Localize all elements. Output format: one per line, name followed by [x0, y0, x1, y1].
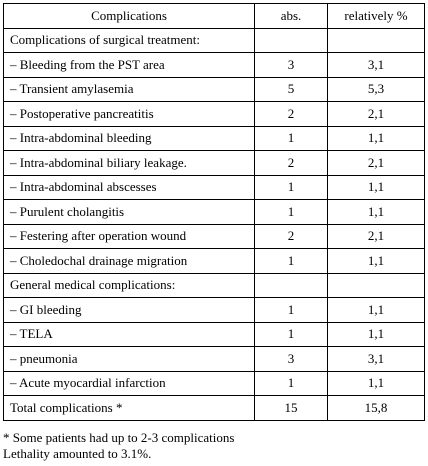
value-cell: 1 [254, 125, 328, 151]
value-cell: 1,1 [327, 297, 425, 323]
value-cell: 3,1 [327, 52, 425, 78]
value-cell: 1 [254, 297, 328, 323]
table-row: – TELA 1 1,1 [3, 321, 425, 347]
label-cell: – Acute myocardial infarction [3, 370, 255, 396]
table-row: – Purulent cholangitis 1 1,1 [3, 199, 425, 225]
label-cell: Complications of surgical treatment: [3, 27, 255, 53]
table-row: – pneumonia 3 3,1 [3, 346, 425, 372]
value-cell [327, 272, 425, 298]
value-cell: 2,1 [327, 223, 425, 249]
label-cell: – Purulent cholangitis [3, 199, 255, 225]
value-cell: 1,1 [327, 370, 425, 396]
complications-table: Complications abs. relatively % Complicatio… [3, 3, 425, 421]
value-cell: 3,1 [327, 346, 425, 372]
label-cell: – Postoperative pancreatitis [3, 101, 255, 127]
value-cell: 1 [254, 248, 328, 274]
value-cell: 2,1 [327, 101, 425, 127]
value-cell: 3 [254, 52, 328, 78]
value-cell: relatively % [327, 3, 425, 29]
table-row: – Intra-abdominal bleeding 1 1,1 [3, 125, 425, 151]
value-cell: 1,1 [327, 174, 425, 200]
table-row: – Intra-abdominal abscesses 1 1,1 [3, 174, 425, 200]
value-cell: 1,1 [327, 125, 425, 151]
value-cell: 15,8 [327, 395, 425, 421]
label-cell: – TELA [3, 321, 255, 347]
value-cell: 5,3 [327, 76, 425, 102]
value-cell: 1 [254, 174, 328, 200]
table-row: – Postoperative pancreatitis 2 2,1 [3, 101, 425, 127]
value-cell: 5 [254, 76, 328, 102]
table-row: Complications of surgical treatment: [3, 27, 425, 53]
table-row: General medical complications: [3, 272, 425, 298]
header-row: Complications abs. relatively % [3, 3, 425, 29]
label-cell: Complications [3, 3, 255, 29]
label-cell: – Transient amylasemia [3, 76, 255, 102]
value-cell: 2 [254, 223, 328, 249]
label-cell: – Choledochal drainage migration [3, 248, 255, 274]
label-cell: Total complications * [3, 395, 255, 421]
table-row: – GI bleeding 1 1,1 [3, 297, 425, 323]
value-cell: abs. [254, 3, 328, 29]
value-cell: 15 [254, 395, 328, 421]
value-cell [254, 27, 328, 53]
label-cell: General medical complications: [3, 272, 255, 298]
value-cell: 1 [254, 199, 328, 225]
label-cell: – GI bleeding [3, 297, 255, 323]
table-row: Total complications * 15 15,8 [3, 395, 425, 421]
value-cell: 2 [254, 150, 328, 176]
table-row: – Festering after operation wound 2 2,1 [3, 223, 425, 249]
label-cell: – Intra-abdominal abscesses [3, 174, 255, 200]
value-cell: 1,1 [327, 199, 425, 225]
footnote: * Some patients had up to 2-3 complicati… [3, 430, 235, 445]
label-cell: – Festering after operation wound [3, 223, 255, 249]
value-cell: 2,1 [327, 150, 425, 176]
value-cell: 3 [254, 346, 328, 372]
footnote: Lethality amounted to 3.1%. [3, 446, 152, 461]
value-cell: 1 [254, 370, 328, 396]
value-cell: 1 [254, 321, 328, 347]
label-cell: – Intra-abdominal bleeding [3, 125, 255, 151]
label-cell: – pneumonia [3, 346, 255, 372]
table-row: – Choledochal drainage migration 1 1,1 [3, 248, 425, 274]
table-row: – Intra-abdominal biliary leakage. 2 2,1 [3, 150, 425, 176]
table-row: – Transient amylasemia 5 5,3 [3, 76, 425, 102]
value-cell: 1,1 [327, 248, 425, 274]
footnotes: * Some patients had up to 2-3 complicati… [3, 430, 234, 462]
value-cell [254, 272, 328, 298]
label-cell: – Bleeding from the PST area [3, 52, 255, 78]
value-cell [327, 27, 425, 53]
label-cell: – Intra-abdominal biliary leakage. [3, 150, 255, 176]
value-cell: 1,1 [327, 321, 425, 347]
table-row: – Bleeding from the PST area 3 3,1 [3, 52, 425, 78]
value-cell: 2 [254, 101, 328, 127]
table-row: – Acute myocardial infarction 1 1,1 [3, 370, 425, 396]
